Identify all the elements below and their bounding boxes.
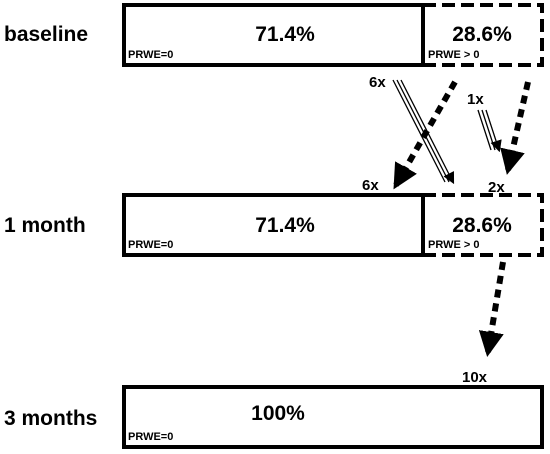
- baseline-percent-prwe-zero: 71.4%: [255, 23, 315, 46]
- label-10x: 10x: [462, 369, 488, 386]
- one-month-percent-prwe-zero: 71.4%: [255, 214, 315, 237]
- three-months-percent-prwe-zero: 100%: [251, 402, 305, 425]
- row-label-3-months: 3 months: [4, 407, 97, 430]
- row-label-1-month: 1 month: [4, 214, 86, 237]
- label-6x-top: 6x: [369, 74, 386, 91]
- row-label-baseline: baseline: [4, 23, 88, 46]
- arrow-dotted-baseline-positive-to-1m-positive: [500, 81, 531, 175]
- one-month-segment-prwe-positive: [423, 193, 544, 257]
- label-2x: 2x: [488, 179, 505, 196]
- three-months-bar: 100% PRWE=0: [122, 385, 544, 449]
- baseline-segment-prwe-positive: [423, 3, 544, 67]
- one-month-caption-prwe-positive: PRWE > 0: [428, 239, 479, 251]
- three-months-caption-prwe-zero: PRWE=0: [128, 431, 173, 443]
- three-months-segment-prwe-zero: [122, 385, 544, 449]
- baseline-caption-prwe-positive: PRWE > 0: [428, 49, 479, 61]
- one-month-segment-prwe-zero: [122, 193, 425, 257]
- one-month-bar: 71.4% PRWE=0 28.6% PRWE > 0: [122, 193, 544, 257]
- label-1x: 1x: [467, 91, 484, 108]
- baseline-bar: 71.4% PRWE=0 28.6% PRWE > 0: [122, 3, 544, 67]
- arrow-triple-baseline-zero-to-1m-positive: [392, 79, 455, 185]
- baseline-percent-prwe-positive: 28.6%: [452, 23, 512, 46]
- one-month-caption-prwe-zero: PRWE=0: [128, 239, 173, 251]
- baseline-caption-prwe-zero: PRWE=0: [128, 49, 173, 61]
- label-6x-bottom: 6x: [362, 177, 379, 194]
- arrow-triple-baseline-positive-to-1m-positive: [477, 109, 502, 153]
- one-month-percent-prwe-positive: 28.6%: [452, 214, 512, 237]
- baseline-segment-prwe-zero: [122, 3, 425, 67]
- arrow-dotted-baseline-positive-to-1m-zero: [393, 80, 458, 190]
- arrow-dotted-1m-positive-to-3m-zero: [478, 261, 506, 357]
